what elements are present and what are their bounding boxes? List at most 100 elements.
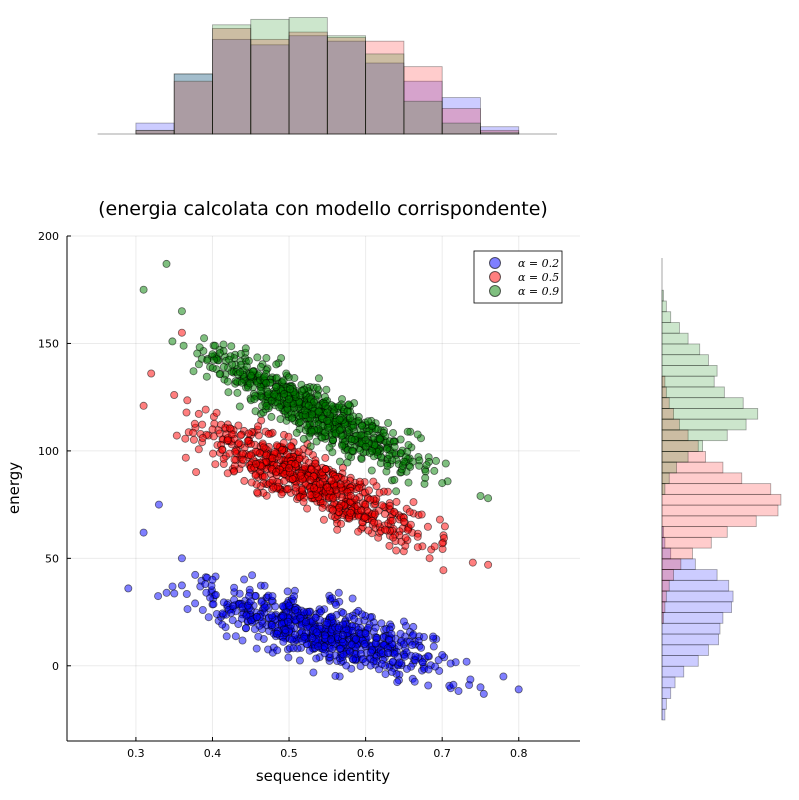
scatter-point [279, 376, 288, 385]
scatter-point [401, 533, 410, 542]
scatter-point [409, 622, 418, 631]
scatter-point [209, 432, 218, 441]
scatter-point [289, 644, 298, 653]
scatter-point [348, 446, 357, 455]
scatter-point [218, 609, 227, 618]
right-hist-bar [661, 322, 680, 334]
scatter-point [479, 689, 488, 698]
scatter-point [302, 421, 311, 430]
scatter-point [287, 635, 296, 644]
x-tick-label: 0.6 [357, 747, 375, 760]
scatter-point [260, 581, 269, 590]
right-hist-bar [661, 461, 677, 474]
top-hist-bar [288, 31, 328, 135]
right-hist-bar [661, 622, 721, 635]
scatter-point [424, 665, 433, 674]
scatter-point [383, 648, 392, 657]
scatter-point [228, 616, 237, 625]
right-hist-bar [661, 493, 782, 506]
scatter-point [421, 467, 430, 476]
scatter-point [240, 476, 249, 485]
scatter-point [318, 503, 327, 512]
top-hist-bar [212, 28, 252, 135]
scatter-point [384, 418, 393, 427]
scatter-point [201, 405, 210, 414]
right-hist-bar [661, 375, 715, 388]
scatter-point [313, 383, 322, 392]
top-hist-bar [326, 37, 367, 135]
scatter-point [357, 421, 366, 430]
scatter-point [219, 362, 228, 371]
scatter-point [440, 522, 449, 531]
scatter-point [179, 341, 188, 350]
scatter-point [211, 590, 220, 599]
right-hist-bar [661, 483, 772, 495]
scatter-point [390, 475, 399, 484]
scatter-point [390, 649, 399, 658]
right-hist-bar [661, 375, 666, 388]
scatter-point [357, 431, 366, 440]
scatter-point [423, 522, 432, 531]
scatter-point [431, 662, 440, 671]
scatter-point [331, 600, 340, 609]
scatter-point [351, 634, 360, 643]
scatter-point [300, 632, 309, 641]
right-hist-bar [661, 526, 728, 538]
scatter-point [181, 434, 190, 443]
right-hist-bar [661, 601, 732, 613]
tick-labels: 0.3 0.4 0.5 0.6 0.7 0.8 0 50 100 150 200 [38, 230, 527, 760]
scatter-point [361, 658, 370, 667]
right-hist-bar [661, 408, 675, 420]
right-hist-bar [661, 472, 743, 485]
scatter-point [301, 618, 310, 627]
series-2 [139, 259, 493, 503]
scatter-point [361, 629, 370, 638]
scatter-point [248, 571, 257, 580]
top-hist-bar [135, 122, 175, 135]
scatter-point [380, 509, 389, 518]
top-hist-bar [441, 122, 481, 135]
scatter-point [268, 592, 277, 601]
scatter-point [364, 486, 373, 495]
scatter-point [299, 434, 308, 443]
right-hist-bar [661, 633, 719, 646]
legend-marker-alpha-0.2 [489, 257, 501, 269]
scatter-point [435, 515, 444, 524]
scatter-point [233, 388, 242, 397]
scatter-point [259, 443, 268, 452]
right-hist-bar [661, 461, 724, 474]
scatter-point [267, 611, 276, 620]
scatter-point [346, 491, 355, 500]
right-hist-bar [661, 547, 693, 560]
scatter-point [268, 454, 277, 463]
right-hist-bar [661, 397, 670, 409]
scatter-point [417, 643, 426, 652]
scatter-point [262, 401, 271, 410]
scatter-point [189, 367, 198, 376]
scatter-point [219, 598, 228, 607]
scatter-point [381, 525, 390, 534]
scatter-point [314, 642, 323, 651]
scatter-point [364, 526, 373, 535]
scatter-point [241, 624, 250, 633]
legend-marker-alpha-0.5 [489, 271, 501, 283]
scatter-point [225, 355, 234, 364]
right-hist-bar [661, 450, 706, 463]
scatter-point [198, 606, 207, 615]
scatter-point [198, 433, 207, 442]
scatter-point [194, 445, 203, 454]
right-hist-bar [661, 612, 664, 624]
scatter-point [286, 442, 295, 451]
scatter-point [286, 385, 295, 394]
scatter-point [399, 517, 408, 526]
y-tick-label: 100 [38, 445, 59, 458]
scatter-point [168, 337, 177, 346]
scatter-point [449, 680, 458, 689]
scatter-point [334, 588, 343, 597]
scatter-point [438, 479, 447, 488]
scatter-point [392, 546, 401, 555]
scatter-point [484, 560, 493, 569]
scatter-point [272, 360, 281, 369]
scatter-point [303, 504, 312, 513]
